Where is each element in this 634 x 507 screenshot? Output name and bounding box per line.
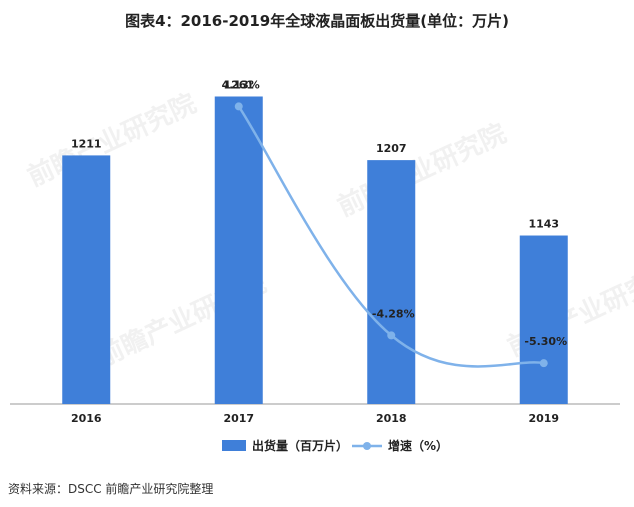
x-tick-label: 2018 xyxy=(376,412,407,425)
x-tick-label: 2016 xyxy=(71,412,102,425)
legend-marker-line xyxy=(363,442,371,450)
legend-swatch-bar xyxy=(222,440,246,451)
source-note: 资料来源：DSCC 前瞻产业研究院整理 xyxy=(8,482,214,496)
bar xyxy=(62,155,111,404)
x-tick-label: 2019 xyxy=(528,412,559,425)
growth-value-label: 4.13% xyxy=(222,78,260,91)
bar-value-label: 1143 xyxy=(528,218,559,231)
bar xyxy=(367,160,416,404)
bar xyxy=(519,235,568,404)
legend-label-bar: 出货量（百万片） xyxy=(252,438,348,453)
bar xyxy=(214,96,263,405)
growth-value-label: -5.30% xyxy=(524,335,567,348)
x-tick-label: 2017 xyxy=(223,412,254,425)
bar-value-label: 1207 xyxy=(376,142,407,155)
bar-value-label: 1211 xyxy=(71,137,102,150)
growth-line xyxy=(237,105,544,368)
growth-point xyxy=(539,359,548,368)
bar-value-label: 1261 xyxy=(223,78,254,91)
chart-title: 图表4：2016-2019年全球液晶面板出货量(单位：万片) xyxy=(125,12,509,30)
growth-value-label: -4.28% xyxy=(372,307,415,320)
legend-label-line: 增速（%） xyxy=(388,438,448,453)
growth-point xyxy=(234,102,243,111)
growth-point xyxy=(387,331,396,340)
